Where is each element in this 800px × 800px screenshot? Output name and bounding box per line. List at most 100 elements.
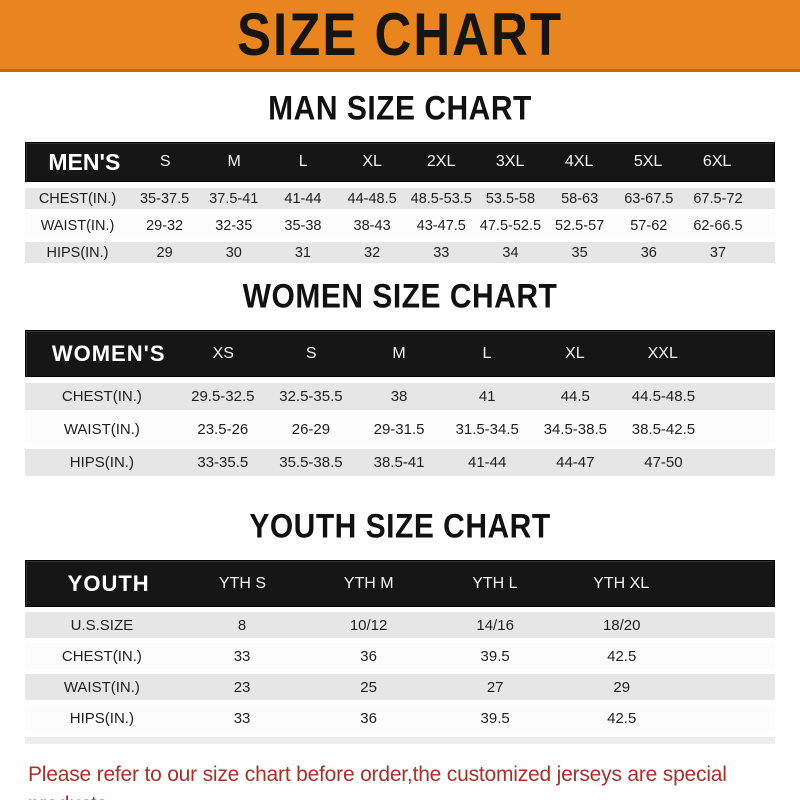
- row-label: WAIST(IN.): [63, 421, 140, 438]
- value-cell: 30: [225, 244, 242, 261]
- value-cell: 62-66.5: [693, 217, 743, 234]
- women-size-table: WOMEN'S XS S M L XL XXL CHEST(IN.) 29.5-32.5 32.5…: [25, 330, 775, 476]
- value-cell: 44.5: [560, 388, 590, 405]
- men-size-table: MEN'S S M L XL 2XL 3XL 4XL 5XL 6XL CHEST(IN.) 35-37…: [25, 142, 775, 263]
- size-column-header: M: [392, 344, 406, 362]
- value-cell: 58-63: [561, 190, 599, 207]
- value-cell: 34: [502, 244, 519, 261]
- table-row: CHEST(IN.) 33 36 39.5 42.5: [25, 643, 775, 669]
- value-cell: 29-32: [146, 217, 184, 234]
- value-cell: 35-38: [284, 217, 322, 234]
- value-cell: 31.5-34.5: [455, 421, 519, 438]
- row-label: HIPS(IN.): [69, 709, 134, 727]
- size-column-header: S: [159, 153, 171, 170]
- table-row: WAIST(IN.) 23.5-26 26-29 29-31.5 31.5-34.5 34…: [25, 416, 775, 443]
- value-cell: 14/16: [476, 616, 514, 634]
- size-column-header: 6XL: [702, 153, 732, 170]
- row-label: U.S.SIZE: [70, 616, 134, 634]
- size-column-header: L: [298, 153, 308, 170]
- row-label: WAIST(IN.): [63, 678, 140, 696]
- value-cell: 10/12: [349, 616, 388, 634]
- row-label: HIPS(IN.): [69, 454, 134, 471]
- size-column-header: YTH XL: [593, 574, 650, 592]
- value-cell: 29.5-32.5: [191, 388, 255, 405]
- value-cell: 35-37.5: [139, 190, 190, 207]
- value-cell: 36: [360, 709, 377, 727]
- table-row: WAIST(IN.) 23 25 27 29: [25, 674, 775, 700]
- value-cell: 41-44: [468, 454, 507, 471]
- value-cell: 41-44: [284, 190, 322, 207]
- table-header-label: YOUTH: [67, 570, 150, 596]
- value-cell: 26-29: [291, 421, 331, 438]
- value-cell: 23: [233, 678, 251, 696]
- value-cell: 67.5-72: [693, 190, 743, 207]
- value-cell: 47.5-52.5: [479, 217, 542, 234]
- size-column-header: YTH M: [343, 574, 394, 592]
- value-cell: 32: [364, 244, 381, 261]
- footer-disclaimer: Please refer to our size chart before or…: [28, 760, 780, 800]
- size-column-header: YTH L: [472, 574, 518, 592]
- value-cell: 44-48.5: [347, 190, 397, 207]
- value-cell: 35: [571, 244, 588, 261]
- table-row: CHEST(IN.) 29.5-32.5 32.5-35.5 38 41 44.5 44.5…: [25, 383, 775, 410]
- value-cell: 29-31.5: [373, 421, 425, 438]
- value-cell: 29: [613, 678, 631, 696]
- value-cell: 44-47: [556, 454, 595, 471]
- value-cell: 38.5-42.5: [631, 421, 696, 438]
- value-cell: 25: [360, 678, 377, 696]
- men-section-heading-text: MAN SIZE CHART: [268, 89, 532, 128]
- value-cell: 34.5-38.5: [543, 421, 607, 438]
- women-section-heading: WOMEN SIZE CHART: [0, 277, 800, 316]
- value-cell: 27: [486, 678, 504, 696]
- size-column-header: XL: [565, 344, 585, 362]
- value-cell: 31: [294, 244, 311, 261]
- value-cell: 42.5: [607, 647, 637, 665]
- value-cell: 43-47.5: [416, 217, 466, 234]
- banner: SIZE CHART: [0, 0, 800, 72]
- women-section-heading-text: WOMEN SIZE CHART: [242, 277, 558, 316]
- value-cell: 38.5-41: [373, 454, 425, 471]
- table-header-row: WOMEN'S XS S M L XL XXL: [25, 330, 775, 377]
- value-cell: 35.5-38.5: [279, 454, 343, 471]
- value-cell: 36: [360, 647, 377, 665]
- size-column-header: 4XL: [564, 153, 594, 170]
- table-row: HIPS(IN.) 33 36 39.5 42.5: [25, 705, 775, 731]
- value-cell: 42.5: [607, 709, 637, 727]
- value-cell: 36: [640, 244, 657, 261]
- value-cell: 33: [233, 709, 251, 727]
- men-section-heading: MAN SIZE CHART: [0, 89, 800, 128]
- row-label: CHEST(IN.): [61, 647, 142, 665]
- youth-section-heading-text: YOUTH SIZE CHART: [249, 507, 551, 546]
- size-column-header: XL: [362, 153, 382, 170]
- value-cell: 47-50: [644, 454, 683, 471]
- page-title: SIZE CHART: [237, 0, 563, 69]
- value-cell: 33: [433, 244, 450, 261]
- size-column-header: YTH S: [218, 574, 266, 592]
- table-row: U.S.SIZE 8 10/12 14/16 18/20: [25, 612, 775, 638]
- value-cell: 29: [156, 244, 173, 261]
- row-label: CHEST(IN.): [38, 190, 117, 207]
- size-column-header: XS: [212, 344, 234, 362]
- value-cell: 63-67.5: [624, 190, 674, 207]
- value-cell: 37: [709, 244, 727, 261]
- table-row: HIPS(IN.) 33-35.5 35.5-38.5 38.5-41 41-44 44-…: [25, 449, 775, 476]
- value-cell: 39.5: [480, 647, 510, 665]
- row-label: CHEST(IN.): [61, 388, 142, 405]
- value-cell: 33-35.5: [197, 454, 249, 471]
- size-column-header: L: [482, 344, 492, 362]
- value-cell: 52.5-57: [555, 217, 605, 234]
- size-column-header: 2XL: [426, 153, 456, 170]
- size-column-header: 5XL: [633, 153, 663, 170]
- value-cell: 37.5-41: [209, 190, 259, 207]
- value-cell: 39.5: [480, 709, 510, 727]
- table-row: HIPS(IN.) 29 30 31 32 33 34 35 36 37: [25, 242, 775, 263]
- value-cell: 57-62: [630, 217, 668, 234]
- size-column-header: XXL: [647, 344, 678, 362]
- row-label: WAIST(IN.): [40, 217, 115, 234]
- footer-disclaimer-line1: Please refer to our size chart before or…: [28, 763, 727, 800]
- value-cell: 32-35: [215, 217, 253, 234]
- value-cell: 8: [237, 616, 247, 634]
- value-cell: 38: [390, 388, 408, 405]
- value-cell: 48.5-53.5: [410, 190, 472, 207]
- value-cell: 33: [233, 647, 251, 665]
